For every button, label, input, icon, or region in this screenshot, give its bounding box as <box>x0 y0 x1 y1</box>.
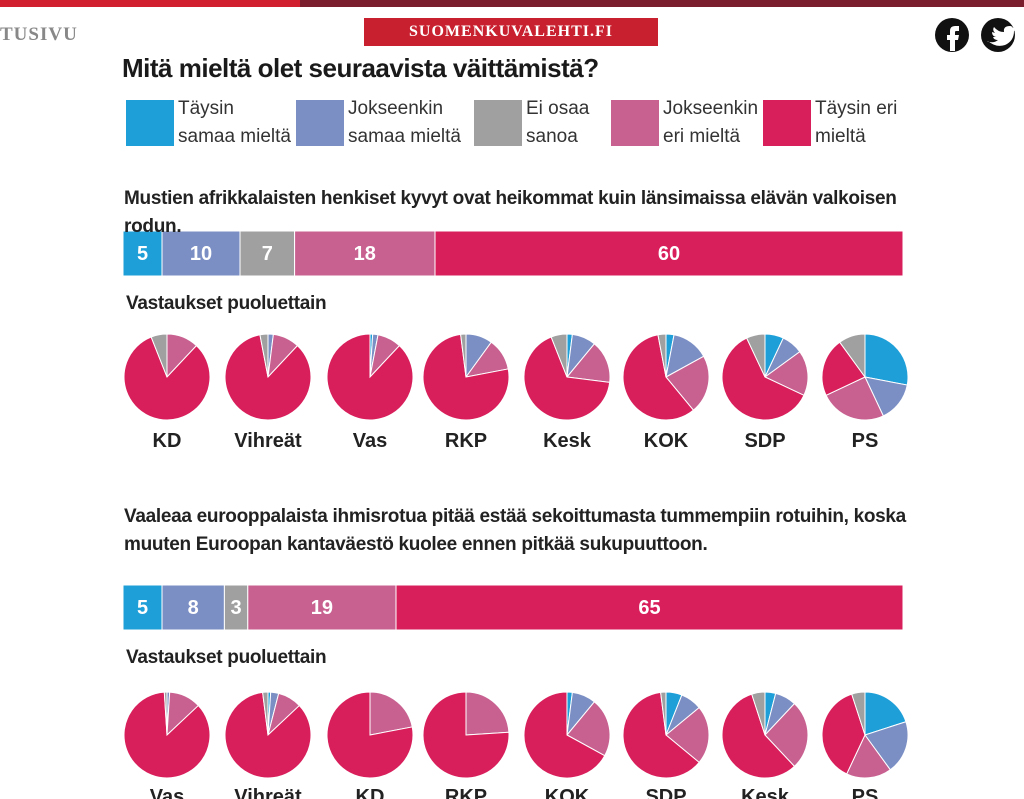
subtitle: Vastaukset puoluettain <box>126 647 327 668</box>
bar-segment <box>239 230 296 277</box>
pie-slice <box>660 691 667 736</box>
party-label: RKP <box>444 430 488 452</box>
question: Mustien afrikkalaisten henkiset kyvyt ov… <box>124 188 897 237</box>
legend-swatch <box>763 100 811 146</box>
legend-label: Täysin samaa mieltä <box>178 98 291 147</box>
pie-slice <box>665 355 710 411</box>
bar-segment <box>395 584 904 631</box>
party-label: SDP <box>645 786 687 799</box>
pie-slice <box>550 333 568 378</box>
pie-slice <box>746 333 766 378</box>
pie-slice <box>622 334 695 421</box>
bar-label: 3 <box>231 597 242 619</box>
pie-slice <box>821 693 866 775</box>
legend-label: Ei osaa sanoa <box>526 98 590 147</box>
pie-slice <box>460 333 467 378</box>
pie-slice <box>764 351 809 396</box>
facebook-icon[interactable] <box>935 18 969 52</box>
pie-slice <box>326 691 414 779</box>
party-label: Vas <box>149 786 185 799</box>
bar-segment <box>161 584 225 631</box>
bar-label: 5 <box>137 243 148 265</box>
party-label: PS <box>851 786 879 799</box>
bar-segment <box>434 230 904 277</box>
legend-swatch <box>126 100 174 146</box>
pie-slice <box>864 721 909 771</box>
bar-label: 8 <box>188 597 199 619</box>
bar-label: 19 <box>311 597 333 619</box>
pie-slice <box>326 333 414 421</box>
bar-label: 60 <box>658 243 680 265</box>
party-label: SDP <box>744 430 786 452</box>
pie-slice <box>224 334 312 421</box>
pie-slice <box>523 691 606 779</box>
pie-slice <box>465 691 510 736</box>
chart-title: Mitä mieltä olet seuraavista väittämistä… <box>122 53 599 83</box>
legend-label: Täysin eri mieltä <box>815 98 898 147</box>
legend-swatch <box>296 100 344 146</box>
party-label: Vihreät <box>234 786 302 799</box>
pie-slice <box>864 333 909 386</box>
legend-swatch <box>474 100 522 146</box>
bar-segment <box>247 584 397 631</box>
bar-label: 7 <box>262 243 273 265</box>
party-label: Kesk <box>741 786 789 799</box>
bar-segment <box>161 230 241 277</box>
pie-slice <box>721 693 796 779</box>
pie-slice <box>751 691 766 736</box>
pie-slice <box>262 691 269 736</box>
bar-segment <box>294 230 436 277</box>
pie-slice <box>839 333 866 379</box>
pie-slice <box>821 341 866 396</box>
pie-slice <box>163 691 168 736</box>
top-bar-accent <box>0 0 300 7</box>
party-label: KD <box>355 786 385 799</box>
pie-slice <box>369 691 413 736</box>
top-bar <box>0 0 1024 7</box>
pie-slice <box>825 376 884 421</box>
party-label: KD <box>152 430 182 452</box>
pie-slice <box>123 336 211 421</box>
twitter-icon[interactable] <box>981 18 1016 52</box>
pie-slice <box>224 691 312 779</box>
pie-slice <box>846 734 891 779</box>
party-label: Vas <box>352 430 388 452</box>
legend-swatch <box>611 100 659 146</box>
pie-slice <box>259 333 269 378</box>
bar-label: 65 <box>638 597 660 619</box>
party-label: Kesk <box>543 430 591 452</box>
pie-slice <box>721 337 805 421</box>
party-label: RKP <box>444 786 488 799</box>
subtitle: Vastaukset puoluettain <box>126 293 327 314</box>
pie-slice <box>864 691 907 736</box>
brand[interactable]: SUOMENKUVALEHTI.FI <box>364 18 658 46</box>
party-label: KOK <box>643 430 689 452</box>
nav-link[interactable]: TUSIVU <box>0 24 78 45</box>
bar-label: 10 <box>190 243 212 265</box>
bar-label: 18 <box>354 243 376 265</box>
question: Vaaleaa eurooppalaista ihmisrotua pitää … <box>124 506 906 555</box>
pie-slice <box>657 333 667 378</box>
pie-slice <box>665 706 710 764</box>
party-label: KOK <box>544 786 590 799</box>
pie-slice <box>422 691 510 779</box>
pie-slice <box>764 702 809 768</box>
pie-slice <box>851 691 866 736</box>
legend-label: Jokseenkin samaa mieltä <box>348 98 461 147</box>
party-label: PS <box>851 430 879 452</box>
pie-slice <box>150 333 168 378</box>
pie-slice <box>622 691 700 779</box>
bar-segment <box>122 230 163 277</box>
pie-slice <box>566 701 611 757</box>
legend-label: Jokseenkin eri mieltä <box>663 98 759 147</box>
bar-label: 5 <box>137 597 148 619</box>
pie-slice <box>523 336 611 421</box>
bar-segment <box>122 584 163 631</box>
pie-slice <box>422 333 510 421</box>
party-label: Vihreät <box>234 430 302 452</box>
